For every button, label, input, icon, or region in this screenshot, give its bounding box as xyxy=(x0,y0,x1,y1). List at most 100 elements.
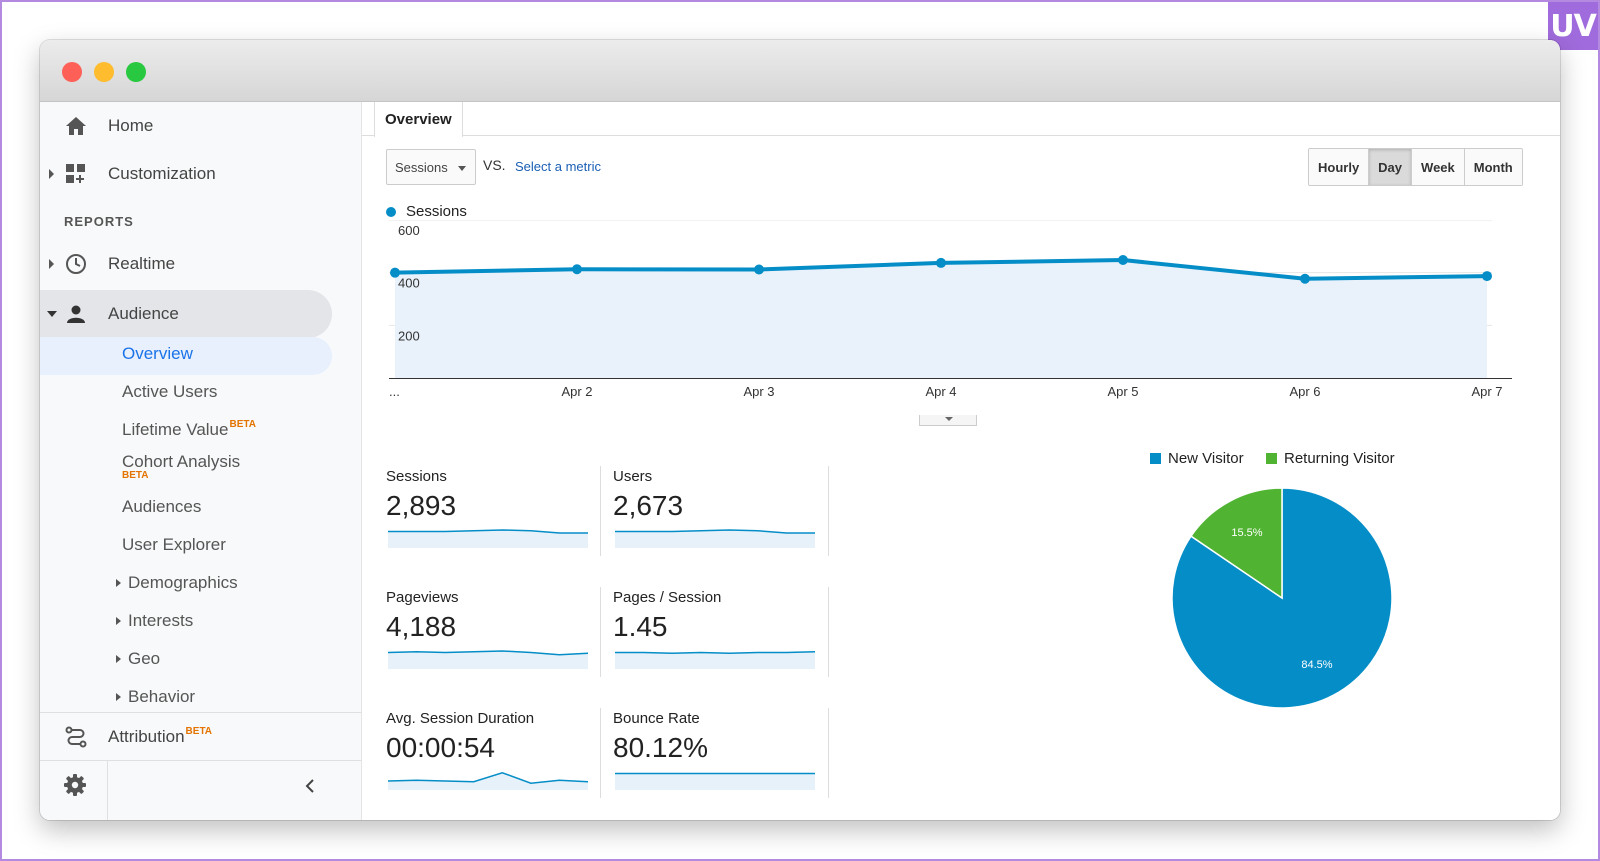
sidebar-item-active-users[interactable]: Active Users xyxy=(122,382,218,401)
metric-value: 4,188 xyxy=(386,611,457,642)
maximize-window-button[interactable] xyxy=(126,62,146,82)
pie-legend-new: New Visitor xyxy=(1150,450,1244,467)
legend-label: Returning Visitor xyxy=(1284,450,1395,467)
metric-tile[interactable]: Bounce Rate 80.12% xyxy=(613,710,817,804)
sidebar-item-realtime[interactable]: Realtime xyxy=(40,240,362,288)
person-icon xyxy=(64,302,88,326)
sidebar-item-attribution[interactable]: AttributionBETA xyxy=(40,713,362,761)
beta-badge: BETA xyxy=(185,726,213,737)
metric-tile[interactable]: Pageviews 4,188 xyxy=(386,589,590,683)
sparkline-area xyxy=(615,530,815,548)
metric-tile[interactable]: Pages / Session 1.45 xyxy=(613,589,817,683)
overview-highlight xyxy=(40,337,332,375)
chevron-left-icon[interactable] xyxy=(302,778,318,794)
metric-tile[interactable]: Avg. Session Duration 00:00:54 xyxy=(386,710,590,804)
attribution-path-icon xyxy=(64,725,88,749)
window-titlebar xyxy=(40,40,1560,102)
sidebar-item-label: Customization xyxy=(108,164,216,183)
metric-sparkline xyxy=(615,772,815,790)
home-icon xyxy=(64,114,88,138)
clock-icon xyxy=(64,252,88,276)
sidebar-item-demographics[interactable]: Demographics xyxy=(128,573,238,592)
data-point[interactable] xyxy=(1118,255,1128,266)
legend-swatch xyxy=(1266,453,1277,464)
period-button-day[interactable]: Day xyxy=(1369,149,1413,185)
metric-select-dropdown[interactable]: Sessions xyxy=(386,149,476,185)
close-window-button[interactable] xyxy=(62,62,82,82)
reports-section-header: REPORTS xyxy=(64,214,134,229)
y-tick-label: 400 xyxy=(398,276,420,291)
series-area xyxy=(395,260,1487,378)
chart-legend: Sessions xyxy=(386,203,467,220)
data-point[interactable] xyxy=(1482,271,1492,282)
beta-badge: BETA xyxy=(229,419,256,430)
metric-value: 80.12% xyxy=(613,732,708,763)
y-tick-label: 200 xyxy=(398,328,420,343)
period-toggle-group: Hourly Day Week Month xyxy=(1308,148,1523,186)
metric-value: 2,673 xyxy=(613,490,684,521)
gear-icon[interactable] xyxy=(64,774,88,798)
sidebar-item-geo[interactable]: Geo xyxy=(128,649,161,668)
sparkline-line xyxy=(388,650,588,656)
sidebar-item-audiences[interactable]: Audiences xyxy=(122,497,202,516)
series-dot xyxy=(386,206,396,217)
minimize-window-button[interactable] xyxy=(94,62,114,82)
y-tick-label: 600 xyxy=(398,223,420,238)
sidebar-item-home[interactable]: Home xyxy=(40,102,362,150)
sidebar-item-behavior[interactable]: Behavior xyxy=(128,687,196,706)
sidebar-item-label: Home xyxy=(108,116,154,135)
data-point[interactable] xyxy=(572,264,582,275)
legend-label: New Visitor xyxy=(1168,450,1244,467)
metric-label: Avg. Session Duration xyxy=(386,710,535,727)
caret-right-icon xyxy=(49,259,54,269)
sidebar-item-interests[interactable]: Interests xyxy=(128,611,194,630)
metric-value: 00:00:54 xyxy=(386,732,495,763)
sparkline-line xyxy=(388,771,588,785)
metric-sparkline xyxy=(388,529,588,548)
tab-overview[interactable]: Overview xyxy=(374,102,463,137)
sidebar-item-label: Lifetime Value xyxy=(122,420,229,439)
data-point[interactable] xyxy=(1300,273,1310,284)
sessions-line-chart: 200 400 600... Apr 2 Apr 3 Apr 4 Apr 5 Apr 6 Apr… xyxy=(389,220,1512,399)
metric-sparkline xyxy=(388,771,588,790)
caret-right-icon xyxy=(116,617,121,625)
select-metric-link[interactable]: Select a metric xyxy=(515,159,601,174)
caret-right-icon xyxy=(116,655,121,663)
metric-tile[interactable]: Sessions 2,893 xyxy=(386,468,590,562)
period-button-hourly[interactable]: Hourly xyxy=(1309,149,1370,185)
data-point[interactable] xyxy=(936,257,946,268)
sparkline-line xyxy=(615,651,815,655)
chart-expand-toggle[interactable] xyxy=(919,415,977,426)
sidebar-item-customization[interactable]: Customization xyxy=(40,150,362,198)
metric-select-value: Sessions xyxy=(395,159,448,175)
browser-window: Home Customization REPORTS Realtime Audi… xyxy=(40,40,1560,820)
sidebar-item-lifetime-value[interactable]: Lifetime ValueBETA xyxy=(122,419,256,440)
caret-right-icon xyxy=(116,579,121,587)
sparkline-area xyxy=(615,773,815,790)
x-tick-label: Apr 2 xyxy=(561,384,592,399)
footer-separator xyxy=(107,760,108,820)
data-point[interactable] xyxy=(754,264,764,275)
data-point[interactable] xyxy=(390,267,400,278)
x-tick-label: Apr 7 xyxy=(1471,384,1502,399)
sidebar-item-audience[interactable]: Audience xyxy=(40,290,362,338)
sidebar-divider xyxy=(40,760,362,761)
metric-value: 2,893 xyxy=(386,490,457,521)
sparkline-line xyxy=(615,529,815,534)
period-button-week[interactable]: Week xyxy=(1412,149,1465,185)
metric-separator xyxy=(600,587,601,677)
metric-value: 1.45 xyxy=(613,611,668,642)
dashboard-grid-icon xyxy=(64,162,88,186)
main-content: Overview Sessions VS. Select a metric Ho… xyxy=(362,102,1560,820)
legend-series-label: Sessions xyxy=(406,203,467,220)
sidebar-item-overview[interactable]: Overview xyxy=(122,344,193,363)
sidebar-item-cohort-analysis[interactable]: Cohort Analysis xyxy=(122,452,241,471)
metric-separator xyxy=(828,587,829,677)
period-button-month[interactable]: Month xyxy=(1464,149,1522,185)
sidebar-item-user-explorer[interactable]: User Explorer xyxy=(122,535,226,554)
sparkline-line xyxy=(388,529,588,534)
pie-slice-label: 84.5% xyxy=(1301,659,1332,671)
metric-label: Bounce Rate xyxy=(613,710,700,727)
metric-tile[interactable]: Users 2,673 xyxy=(613,468,817,562)
pie-slice-returning-visitor[interactable] xyxy=(1189,487,1283,600)
